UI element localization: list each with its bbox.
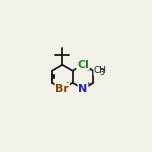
- Text: N: N: [78, 84, 88, 94]
- Text: CH: CH: [94, 66, 107, 75]
- Text: Br: Br: [55, 84, 69, 94]
- Text: 3: 3: [100, 68, 104, 77]
- Text: Cl: Cl: [77, 60, 89, 70]
